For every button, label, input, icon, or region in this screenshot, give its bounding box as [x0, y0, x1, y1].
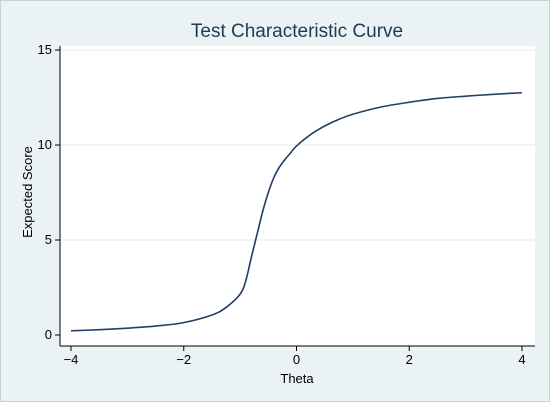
chart-title: Test Characteristic Curve [191, 21, 403, 42]
x-tick-label: 4 [518, 352, 525, 367]
y-tick-label: 0 [45, 327, 52, 342]
y-tick-label: 15 [38, 42, 52, 57]
y-tick-label: 10 [38, 137, 52, 152]
ticks: −4 −2 0 2 4 0 5 10 15 [38, 42, 526, 367]
series-line [70, 91, 523, 332]
x-tick-label: 0 [293, 352, 300, 367]
y-axis-label: Expected Score [20, 146, 35, 238]
axes [59, 46, 535, 347]
plot-area [60, 46, 535, 346]
x-tick-label: −4 [64, 352, 79, 367]
x-tick-label: 2 [406, 352, 413, 367]
x-axis-label: Theta [280, 371, 314, 386]
x-tick-label: −2 [176, 352, 191, 367]
y-tick-label: 5 [45, 232, 52, 247]
